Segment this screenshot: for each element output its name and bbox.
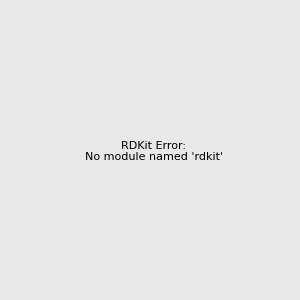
Text: RDKit Error:
No module named 'rdkit': RDKit Error: No module named 'rdkit' (85, 141, 223, 162)
